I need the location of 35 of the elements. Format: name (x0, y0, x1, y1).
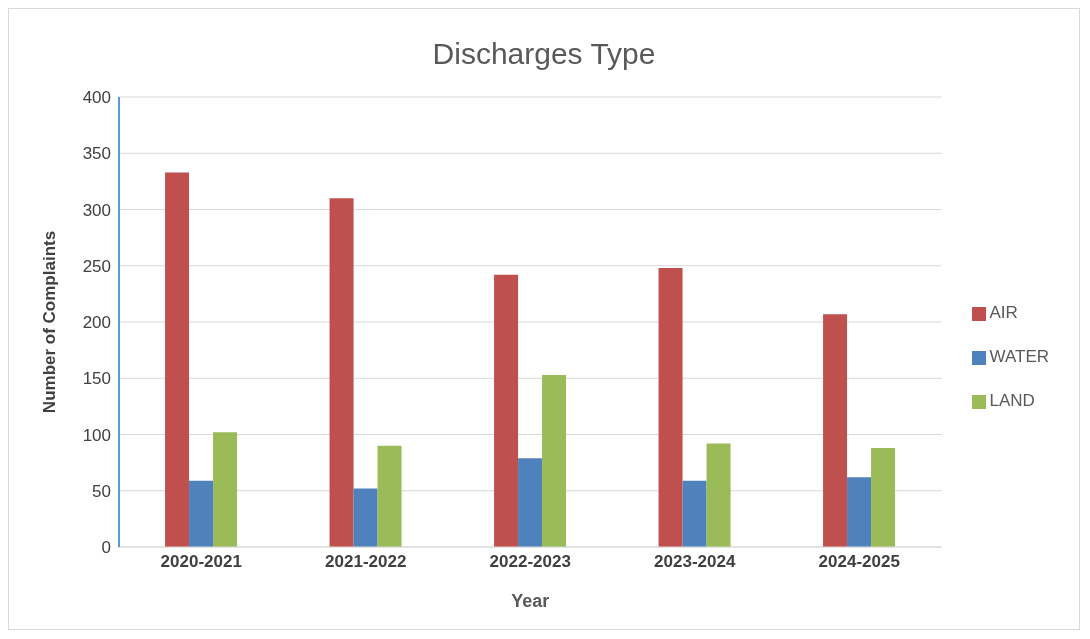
y-tick-label: 150 (82, 369, 111, 389)
legend-label: LAND (989, 391, 1035, 410)
bar (377, 445, 402, 547)
y-tick-label: 0 (101, 538, 111, 558)
legend-label: WATER (989, 347, 1049, 366)
y-tick-label: 100 (82, 425, 111, 445)
bar (823, 314, 848, 547)
bar (353, 488, 378, 547)
y-axis-title: Number of Complaints (40, 230, 60, 414)
y-tick-label: 50 (92, 481, 111, 501)
bar (518, 458, 543, 547)
x-tick-label: 2022-2023 (489, 552, 571, 572)
x-tick-label: 2021-2022 (325, 552, 407, 572)
bar (871, 448, 896, 547)
y-tick-label: 300 (82, 200, 111, 220)
bar (658, 268, 683, 547)
y-tick-label: 400 (82, 88, 111, 108)
bar (165, 172, 190, 547)
y-tick-label: 200 (82, 313, 111, 333)
legend-label: AIR (989, 303, 1018, 322)
bar (542, 374, 567, 547)
bar (329, 198, 354, 547)
bar (213, 432, 238, 547)
x-tick-label: 2024-2025 (818, 552, 900, 572)
x-tick-label: 2020-2021 (160, 552, 242, 572)
x-tick-label: 2023-2024 (654, 552, 736, 572)
bar (706, 443, 731, 547)
y-tick-label: 350 (82, 144, 111, 164)
chart-title: Discharges Type (431, 36, 657, 72)
y-tick-label: 250 (82, 256, 111, 276)
x-axis-title: Year (511, 591, 550, 611)
bar (189, 480, 214, 547)
bar (494, 274, 519, 547)
bar (682, 480, 707, 547)
bar (847, 477, 872, 547)
